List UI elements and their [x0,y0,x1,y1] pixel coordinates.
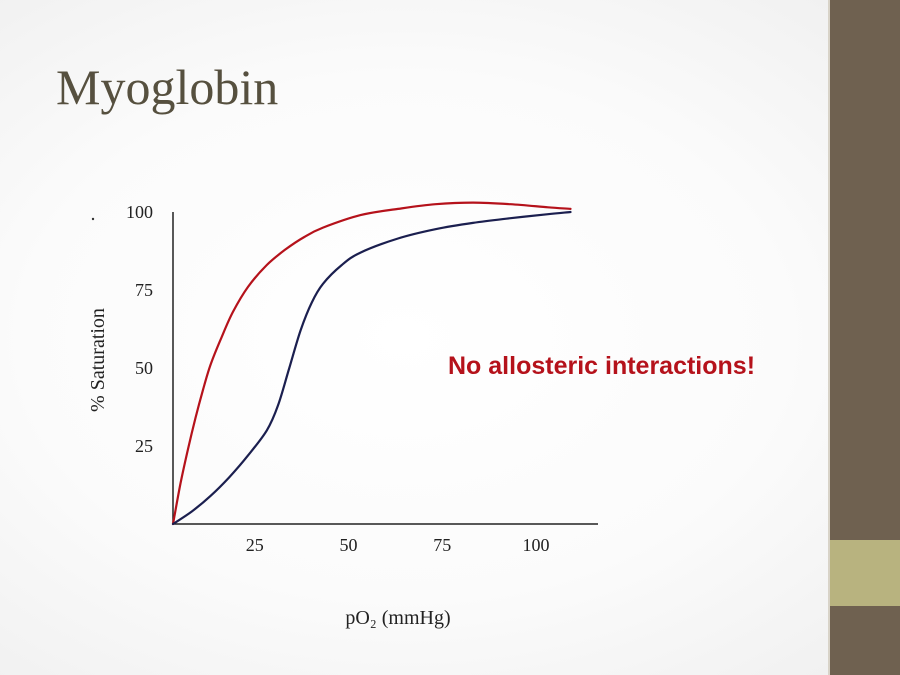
chart-axes [172,212,598,525]
side-bar-accent [830,540,900,606]
y-tick-label: 75 [135,280,153,300]
callout-text: No allosteric interactions! [448,352,756,380]
y-tick-label: 50 [135,358,153,378]
x-tick-label: 25 [246,535,264,555]
chart-ticks: 25 50 75 100 25 50 75 100 [126,202,550,555]
oxygen-saturation-chart: 25 50 75 100 25 50 75 100 % Saturation pO₂ (mmH… [87,201,598,629]
side-bar-edge [828,0,830,675]
myoglobin-curve [171,201,572,526]
y-axis-label: % Saturation [87,308,109,412]
x-tick-label: 50 [340,535,358,555]
hemoglobin-curve [171,210,572,526]
x-tick-label: 75 [433,535,451,555]
y-tick-label: 25 [135,436,153,456]
x-axis-label: pO₂ (mmHg) [345,607,450,629]
slide-title: Myoglobin [56,59,279,115]
stray-dot [91,217,95,221]
x-tick-label: 100 [523,535,550,555]
chart-curves [171,201,572,526]
y-tick-label: 100 [126,202,153,222]
